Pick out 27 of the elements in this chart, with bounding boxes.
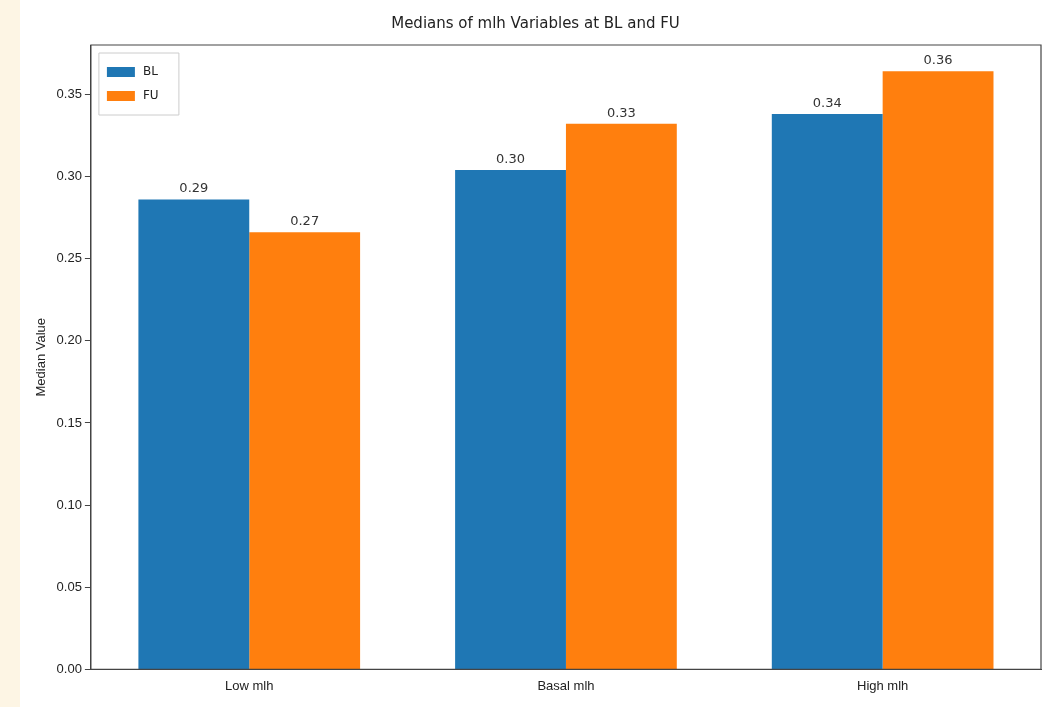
y-tick-label: 0.10 — [56, 496, 82, 512]
y-tick-label: 0.25 — [56, 250, 82, 266]
chart-title: Medians of mlh Variables at BL and FU — [391, 13, 680, 32]
y-tick-label: 0.00 — [56, 660, 82, 676]
y-axis-title: Median Value — [33, 317, 49, 397]
data-label: 0.34 — [812, 94, 842, 110]
bar — [138, 199, 250, 669]
x-tick-label: Low mlh — [225, 677, 274, 693]
x-tick-label: High mlh — [857, 677, 909, 693]
data-label: 0.36 — [923, 52, 953, 68]
bar — [249, 232, 361, 669]
data-label: 0.30 — [496, 150, 526, 166]
y-tick-label: 0.35 — [56, 85, 82, 101]
data-label: 0.29 — [179, 180, 209, 196]
y-tick-label: 0.30 — [56, 168, 82, 184]
y-tick-label: 0.15 — [56, 414, 82, 430]
y-tick-label: 0.20 — [56, 332, 82, 348]
legend-label: BL — [142, 64, 159, 79]
x-tick-label: Basal mlh — [537, 677, 595, 693]
bar — [882, 71, 994, 669]
bar — [455, 169, 566, 669]
bar — [771, 114, 883, 669]
legend-label: FU — [142, 88, 159, 103]
data-label: 0.33 — [606, 104, 636, 120]
bar — [565, 123, 677, 669]
data-label: 0.27 — [290, 213, 320, 229]
y-tick-label: 0.05 — [56, 578, 82, 594]
